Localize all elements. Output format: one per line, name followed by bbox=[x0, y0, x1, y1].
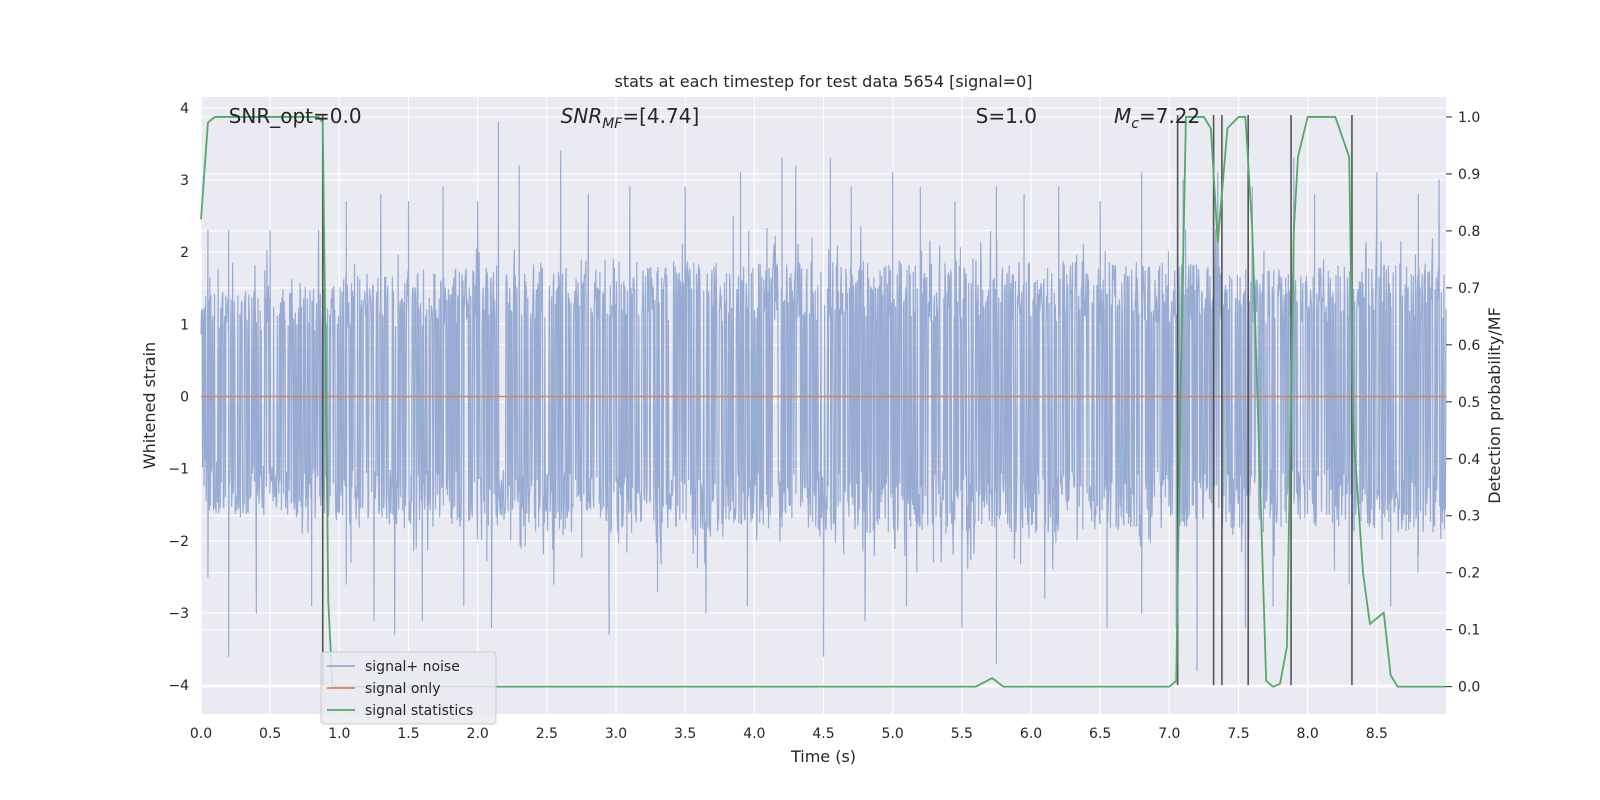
signal-statistics-series bbox=[200, 116, 1446, 688]
annotation-base: M bbox=[1114, 104, 1131, 128]
x-tick-label: 3.5 bbox=[674, 726, 696, 742]
x-tick-label: 1.5 bbox=[397, 726, 419, 742]
y2-tick-label: 0.4 bbox=[1458, 452, 1480, 468]
x-tick-label: 6.0 bbox=[1020, 726, 1042, 742]
signal-noise-series bbox=[200, 121, 1447, 672]
x-tick-label: 5.5 bbox=[951, 726, 973, 742]
y-tick-label: −1 bbox=[168, 462, 189, 478]
x-axis-ticks: 0.0 0.5 1.0 1.5 2.0 2.5 3.0 3.5 4.0 4.5 5.0 5.5 6.0 6… bbox=[190, 726, 1388, 742]
legend-label-signal-noise: signal+ noise bbox=[365, 659, 460, 675]
annotation-value: =7.22 bbox=[1139, 104, 1200, 128]
annotations: SNR_opt=0.0 SNRMF=[4.74] S=1.0 Mc=7.22 bbox=[229, 104, 1201, 132]
y-tick-label: 0 bbox=[180, 389, 189, 405]
y-tick-label: 1 bbox=[180, 317, 189, 333]
x-tick-label: 5.0 bbox=[882, 726, 904, 742]
y-tick-label: −3 bbox=[168, 606, 189, 622]
annotation-base: SNR bbox=[561, 104, 603, 128]
y-axis-ticks: 4 3 2 1 0 −1 −2 −3 −4 bbox=[168, 101, 189, 694]
annotation-subscript: c bbox=[1131, 116, 1139, 132]
y2-tick-label: 0.2 bbox=[1458, 566, 1480, 582]
y2-tick-label: 0.8 bbox=[1458, 224, 1480, 240]
signal-noise-line bbox=[200, 121, 1447, 672]
y-tick-label: −4 bbox=[168, 678, 189, 694]
annotation-snr-mf: SNRMF=[4.74] bbox=[561, 104, 700, 132]
y2-tick-label: 0.0 bbox=[1458, 680, 1480, 696]
x-tick-label: 0.0 bbox=[190, 726, 212, 742]
annotation-subscript: MF bbox=[602, 116, 623, 132]
y2-tick-label: 0.7 bbox=[1458, 281, 1480, 297]
annotation-mc-value: Mc=7.22 bbox=[1114, 104, 1200, 132]
signal-statistics-line bbox=[200, 116, 1446, 688]
y2-tick-label: 0.1 bbox=[1458, 623, 1480, 639]
chart-title: stats at each timestep for test data 565… bbox=[614, 72, 1032, 91]
y2-tick-label: 0.5 bbox=[1458, 395, 1480, 411]
x-tick-label: 1.0 bbox=[328, 726, 350, 742]
y-axis-label: Whitened strain bbox=[140, 342, 159, 469]
x-tick-label: 2.0 bbox=[467, 726, 489, 742]
x-tick-label: 0.5 bbox=[259, 726, 281, 742]
annotation-value: =[4.74] bbox=[622, 104, 699, 128]
y2-tick-label: 1.0 bbox=[1458, 110, 1480, 126]
grid-lines bbox=[200, 97, 1446, 714]
annotation-snr-opt: SNR_opt=0.0 bbox=[229, 104, 362, 128]
y-tick-label: 3 bbox=[180, 173, 189, 189]
x-tick-label: 3.0 bbox=[605, 726, 627, 742]
y2-axis-ticks: 1.0 0.9 0.8 0.7 0.6 0.5 0.4 0.3 0.2 0.1 0.0 bbox=[1446, 110, 1480, 696]
y-tick-label: 2 bbox=[180, 245, 189, 261]
x-tick-label: 2.5 bbox=[536, 726, 558, 742]
y-tick-label: 4 bbox=[180, 101, 189, 117]
x-tick-label: 7.0 bbox=[1158, 726, 1180, 742]
x-axis-label: Time (s) bbox=[790, 747, 856, 766]
x-tick-label: 8.0 bbox=[1297, 726, 1319, 742]
y-tick-label: −2 bbox=[168, 534, 189, 550]
legend-label-signal-statistics: signal statistics bbox=[365, 703, 473, 719]
y2-tick-label: 0.9 bbox=[1458, 167, 1480, 183]
legend-label-signal-only: signal only bbox=[365, 681, 440, 697]
x-tick-label: 6.5 bbox=[1089, 726, 1111, 742]
annotation-s-value: S=1.0 bbox=[976, 104, 1037, 128]
x-tick-label: 4.0 bbox=[743, 726, 765, 742]
y2-tick-label: 0.3 bbox=[1458, 509, 1480, 525]
legend-box bbox=[320, 651, 497, 725]
x-tick-label: 8.5 bbox=[1366, 726, 1388, 742]
x-tick-label: 7.5 bbox=[1227, 726, 1249, 742]
legend: signal+ noise signal only signal statist… bbox=[320, 651, 497, 725]
y2-axis-label: Detection probability/MF bbox=[1485, 307, 1504, 504]
x-tick-label: 4.5 bbox=[812, 726, 834, 742]
y2-tick-label: 0.6 bbox=[1458, 338, 1480, 354]
